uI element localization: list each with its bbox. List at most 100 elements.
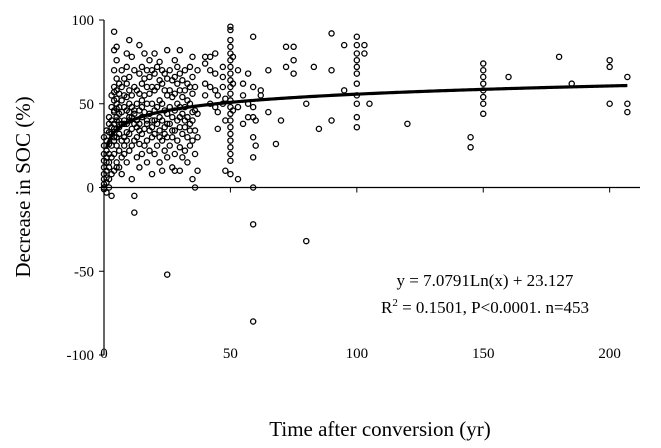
data-point [505, 73, 512, 81]
data-point [136, 41, 143, 49]
data-point [227, 170, 234, 178]
data-point [115, 147, 123, 154]
data-point [227, 63, 234, 71]
data-point [156, 159, 163, 166]
data-point [156, 127, 163, 134]
data-point [133, 154, 141, 161]
data-point [163, 120, 171, 128]
data-point [148, 170, 156, 178]
x-tick-label: 150 [472, 346, 495, 362]
data-point [227, 90, 234, 97]
data-point [227, 117, 234, 124]
data-point [189, 73, 196, 81]
data-point [161, 70, 168, 77]
y-axis-title: Decrease in SOC (%) [11, 96, 35, 277]
data-point [126, 73, 133, 81]
data-point [143, 137, 151, 144]
data-point [169, 113, 176, 121]
data-point [194, 110, 201, 118]
data-point [227, 70, 234, 77]
data-point [126, 147, 133, 154]
data-point [166, 67, 173, 74]
data-point [227, 150, 234, 158]
data-point [123, 80, 131, 87]
data-point [201, 60, 209, 67]
tick-labels: -100 -50 0 50 100 0 50 100 150 200 [67, 13, 621, 364]
data-point [467, 133, 474, 141]
data-point [138, 80, 146, 87]
data-point [282, 63, 290, 71]
data-point [234, 67, 242, 74]
data-point [123, 159, 131, 166]
data-point [239, 92, 247, 99]
data-point [404, 120, 411, 128]
data-point [113, 142, 120, 149]
data-point [143, 120, 151, 128]
data-point [118, 67, 125, 74]
data-point [234, 175, 242, 183]
data-point [158, 80, 166, 87]
data-point [194, 133, 201, 141]
data-point [169, 127, 176, 134]
data-point [227, 157, 234, 164]
data-point [315, 125, 323, 133]
data-point [120, 142, 128, 149]
data-point [118, 170, 125, 178]
data-point [103, 189, 110, 196]
data-point [153, 83, 161, 91]
data-point [222, 167, 229, 174]
data-point [158, 117, 166, 124]
data-point [166, 142, 173, 149]
data-point [211, 87, 219, 94]
data-point [153, 63, 161, 71]
data-point [174, 80, 181, 87]
data-point [206, 67, 214, 74]
y-tick-label: 50 [79, 97, 94, 113]
data-point [138, 63, 146, 71]
data-point [189, 117, 196, 124]
data-point [131, 110, 138, 118]
data-point [328, 117, 335, 124]
data-point [340, 41, 348, 49]
data-point [108, 192, 115, 200]
data-point [118, 97, 125, 104]
data-point [158, 100, 166, 108]
data-point [479, 67, 487, 74]
data-point [219, 83, 227, 91]
data-point [328, 67, 335, 74]
data-point [141, 142, 148, 149]
data-point [105, 184, 113, 191]
data-point [171, 150, 179, 158]
regression-stats: R2 = 0.1501, P<0.0001. n=453 [381, 297, 589, 317]
r2-symbol: R [381, 298, 393, 317]
data-point [227, 144, 234, 151]
data-point [179, 154, 186, 161]
data-point [361, 50, 368, 57]
data-point [189, 53, 196, 61]
data-point [227, 23, 234, 30]
data-point [353, 56, 361, 64]
y-tick-label: 100 [72, 13, 95, 29]
data-point [189, 137, 196, 144]
data-point [229, 107, 237, 114]
data-point [234, 103, 242, 111]
data-point [126, 130, 133, 138]
data-point [194, 67, 201, 74]
data-point [214, 108, 222, 116]
data-point [191, 150, 199, 158]
data-point [353, 70, 361, 77]
data-point [153, 120, 161, 128]
data-point [191, 83, 199, 91]
data-point [131, 209, 138, 216]
data-point [479, 80, 487, 87]
data-point [310, 63, 318, 71]
x-tick-label: 50 [223, 346, 238, 362]
data-point [176, 144, 184, 151]
data-point [366, 100, 373, 108]
data-point [189, 175, 196, 183]
data-point [181, 123, 189, 131]
data-points [100, 23, 631, 325]
data-point [186, 63, 194, 71]
data-point [138, 150, 146, 158]
data-point [151, 130, 158, 138]
